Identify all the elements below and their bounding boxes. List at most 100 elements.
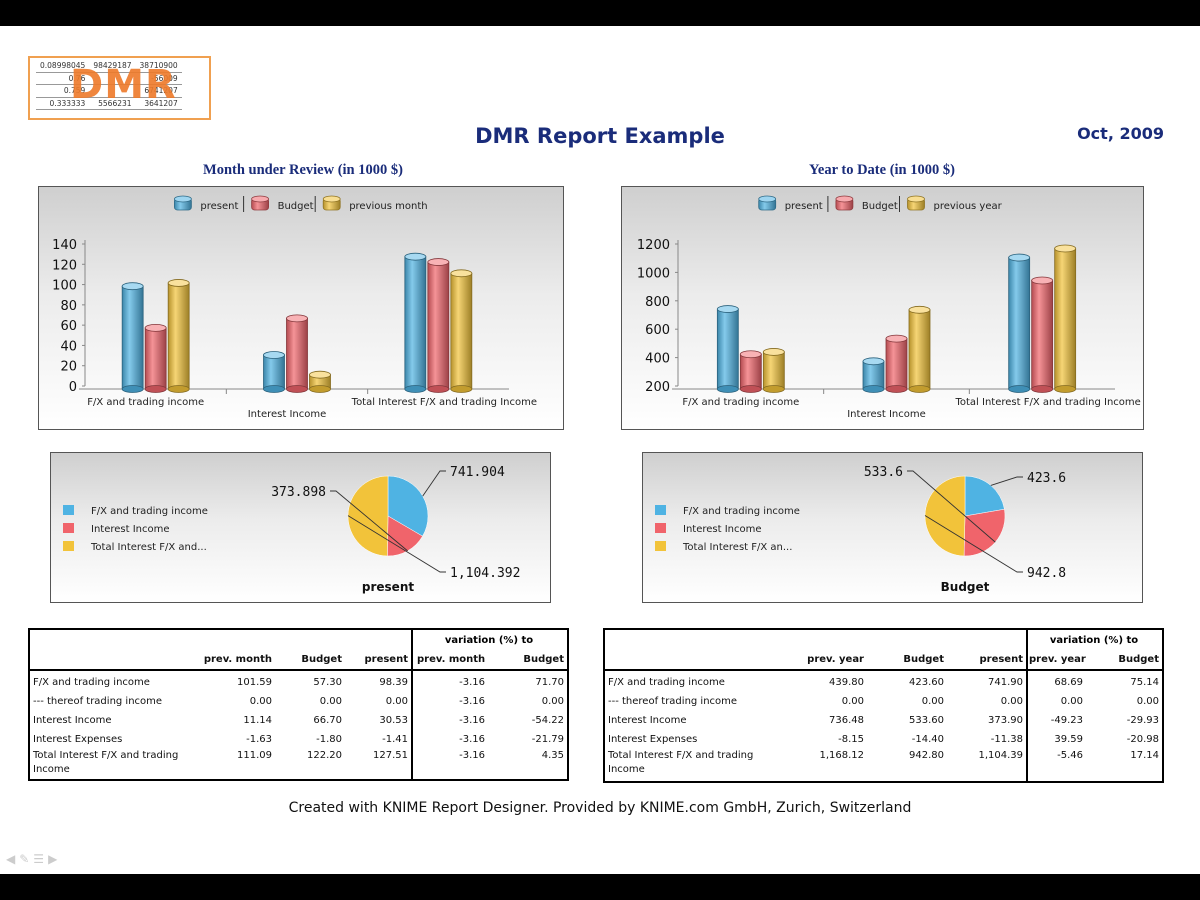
variation-header: variation (%) to [1049,635,1139,646]
table-row: --- thereof trading income 0.00 0.00 0.00 -3… [33,696,564,707]
table-row: Interest Income 736.48 533.60 373.90 -49.23-… [608,715,1159,726]
x-category-label: Interest Income [847,409,926,420]
x-category-label: F/X and trading income [682,397,799,408]
variation-header: variation (%) to [444,635,534,646]
dmr-logo: 0.08998045 98429187 38710900 0.76 -56009 0.… [28,56,211,120]
column-header: prev. month [203,654,272,665]
legend-item: present [173,195,238,212]
next-arrow-icon[interactable]: ▶ [48,852,62,866]
legend-label: present [785,201,823,212]
bar [167,279,190,393]
right-table: variation (%) to prev. year Budget prese… [603,628,1164,783]
left-table-header: prev. month Budget present prev. month B… [30,650,567,669]
y-tick-label: 1000 [637,266,670,281]
pie-legend-label: Total Interest F/X and... [90,542,207,553]
bar [716,305,739,393]
bar [404,252,427,393]
table-row: Interest Expenses -1.63 -1.80 -1.41 -3.16 -21… [33,734,564,745]
pie-leader-line [924,515,1023,573]
pie-chart-budget-svg: F/X and trading income Interest Income Tot… [655,465,1066,594]
bar [908,305,931,393]
bar-chart-ytd-svg: present Budget previous year 1200 1000 800 600… [637,195,1141,420]
pie-legend-label: Interest Income [683,524,762,535]
x-category-label: Interest Income [248,409,327,420]
pie-legend-label: F/X and trading income [91,506,208,517]
logo-word: DMR [70,62,177,108]
bar [1054,244,1077,393]
right-section-title: Year to Date (in 1000 $) [809,162,955,178]
legend-item: previous year [907,195,1003,212]
table-row: F/X and trading income 101.59 57.30 98.39 -3… [33,677,564,688]
bar [121,282,144,393]
table-row: Interest Income 11.14 66.70 30.53 -3.16 -54.2… [33,715,564,726]
bar [427,258,450,393]
y-tick-label: 140 [52,238,77,253]
pie-chart-present-svg: F/X and trading income Interest Income Tot… [63,465,520,594]
y-tick-label: 800 [645,295,670,310]
bar [762,348,785,393]
footer-text: Created with KNIME Report Designer. Prov… [288,800,912,816]
pie-title: Budget [941,580,990,594]
bar [1031,276,1054,393]
pie-legend-label: F/X and trading income [683,506,800,517]
pie-value-label: 533.6 [864,465,903,480]
pie-slice [387,475,429,537]
prev-arrow-icon[interactable]: ◀ [6,852,20,866]
pie-legend-item: F/X and trading income [655,505,800,517]
legend-item: present [758,195,823,212]
slide-nav-controls[interactable]: ◀✎☰▶ [6,852,61,866]
pie-chart-budget: F/X and trading income Interest Income Tot… [642,452,1143,603]
column-header: present [364,654,408,665]
pen-icon[interactable]: ✎ [19,852,34,866]
pie-value-label: 741.904 [450,465,505,480]
report-date: Oct, 2009 [1077,124,1164,143]
y-tick-label: 600 [645,323,670,338]
y-tick-label: 60 [60,319,77,334]
menu-icon[interactable]: ☰ [33,852,49,866]
column-header: Budget [301,654,342,665]
right-table-body: F/X and trading income 439.80 423.60 741.90… [605,673,1162,779]
y-tick-label: 1200 [637,238,670,253]
pie-legend-label: Interest Income [91,524,170,535]
pie-value-label: 1,104.392 [450,566,520,581]
pie-value-label: 373.898 [271,485,326,500]
column-header: prev. month [417,654,486,665]
y-tick-label: 40 [60,339,77,354]
legend-item: Budget [251,195,314,212]
y-tick-label: 0 [69,380,77,395]
x-category-label: Total Interest F/X and trading Income [351,397,537,408]
column-header: Budget [1118,654,1159,665]
legend-label: present [200,201,238,212]
y-tick-label: 100 [52,279,77,294]
y-tick-label: 20 [60,360,77,375]
left-table-body: F/X and trading income 101.59 57.30 98.39 -3… [30,673,567,779]
bar [263,351,285,393]
legend-label: Budget [278,201,314,212]
left-section-title: Month under Review (in 1000 $) [203,162,403,178]
pie-legend-item: Interest Income [655,523,762,535]
left-table: variation (%) to prev. month Budget pres… [28,628,569,781]
bar-chart-month: present Budget previous month 140 120 100 80 60… [38,186,564,430]
bar [1008,253,1031,393]
pie-legend-item: Interest Income [63,523,170,535]
pie-leader-line [907,470,996,543]
pie-leader-line [330,490,408,552]
legend-label: previous year [934,201,1003,212]
bar [739,350,762,393]
pie-leader-line [422,470,446,497]
table-row: Total Interest F/X and trading Income 1,1… [608,750,1159,775]
y-tick-label: 400 [645,352,670,367]
column-header: Budget [903,654,944,665]
bar [309,370,331,393]
pie-value-label: 942.8 [1027,566,1066,581]
logo-number-grid: 0.08998045 98429187 38710900 0.76 -56009 0.… [36,60,182,110]
pie-slice [924,475,966,557]
pie-legend-item: F/X and trading income [63,505,208,517]
pie-legend-item: Total Interest F/X and... [63,541,207,553]
x-category-label: F/X and trading income [87,397,204,408]
right-table-header: prev. year Budget present prev. year Bud… [605,650,1162,669]
y-tick-label: 200 [645,380,670,395]
pie-slice [964,475,1005,517]
bar [862,357,885,393]
column-header: prev. year [807,654,864,665]
